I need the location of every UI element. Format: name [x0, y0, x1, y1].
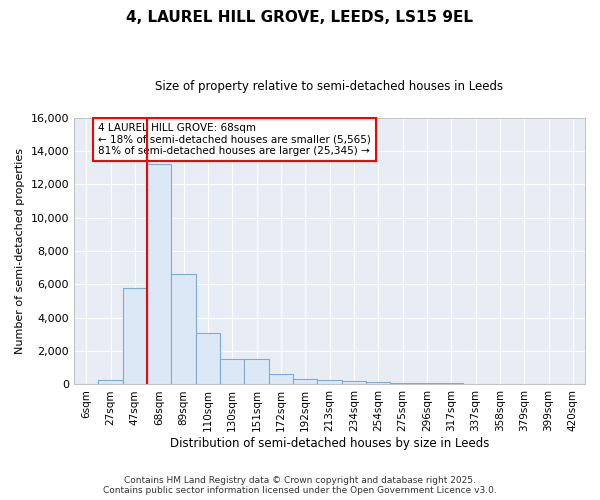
- Bar: [123, 288, 147, 384]
- Text: 4, LAUREL HILL GROVE, LEEDS, LS15 9EL: 4, LAUREL HILL GROVE, LEEDS, LS15 9EL: [127, 10, 473, 25]
- Bar: [172, 274, 196, 384]
- Bar: [98, 380, 123, 384]
- Text: 4 LAUREL HILL GROVE: 68sqm
← 18% of semi-detached houses are smaller (5,565)
81%: 4 LAUREL HILL GROVE: 68sqm ← 18% of semi…: [98, 123, 371, 156]
- Bar: [341, 381, 366, 384]
- Y-axis label: Number of semi-detached properties: Number of semi-detached properties: [15, 148, 25, 354]
- Bar: [415, 383, 439, 384]
- Bar: [220, 360, 244, 384]
- Bar: [196, 333, 220, 384]
- X-axis label: Distribution of semi-detached houses by size in Leeds: Distribution of semi-detached houses by …: [170, 437, 489, 450]
- Bar: [293, 380, 317, 384]
- Bar: [366, 382, 391, 384]
- Bar: [391, 383, 415, 384]
- Bar: [317, 380, 341, 384]
- Bar: [147, 164, 172, 384]
- Bar: [269, 374, 293, 384]
- Title: Size of property relative to semi-detached houses in Leeds: Size of property relative to semi-detach…: [155, 80, 503, 93]
- Bar: [244, 360, 269, 384]
- Text: Contains HM Land Registry data © Crown copyright and database right 2025.
Contai: Contains HM Land Registry data © Crown c…: [103, 476, 497, 495]
